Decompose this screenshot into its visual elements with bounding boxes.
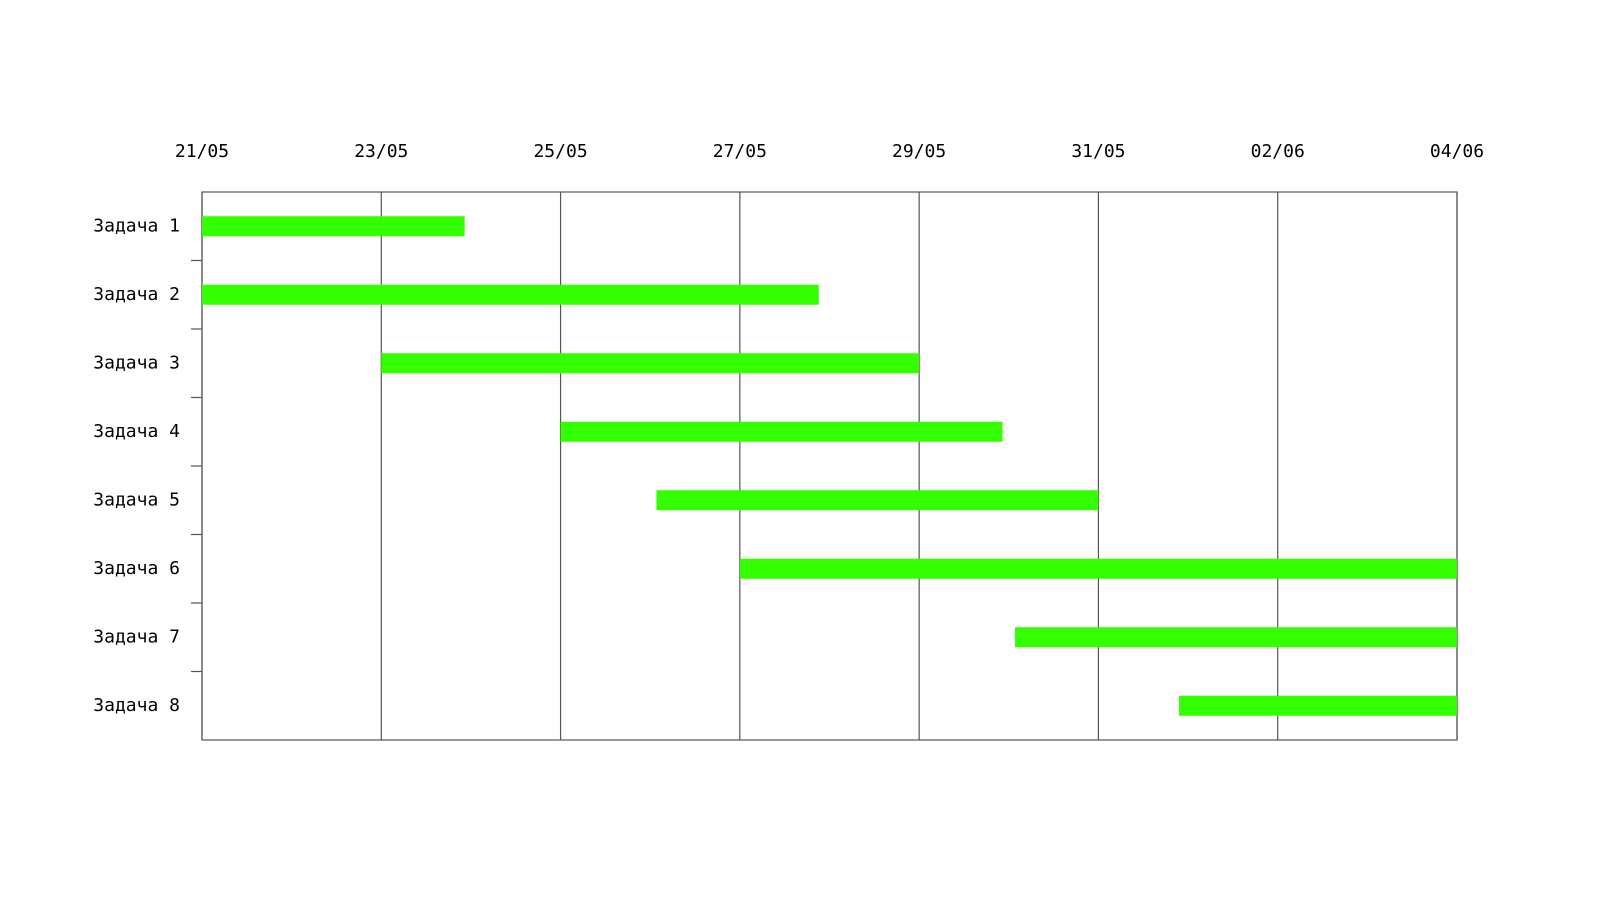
x-tick-label: 29/05 [892,141,946,162]
task-bar [1179,695,1457,716]
x-tick-label: 27/05 [713,141,767,162]
x-tick-label: 25/05 [533,141,587,162]
task-bar [1015,627,1457,648]
x-tick-label: 23/05 [354,141,408,162]
task-bar [656,490,1099,511]
task-bar [560,421,1003,442]
task-bar [381,353,920,374]
y-tick-label: Задача 2 [93,284,180,305]
y-tick-label: Задача 7 [93,626,180,647]
x-tick-label: 04/06 [1430,141,1484,162]
x-tick-label: 31/05 [1071,141,1125,162]
y-tick-label: Задача 4 [93,421,180,442]
x-tick-label: 02/06 [1251,141,1305,162]
y-tick-label: Задача 3 [93,352,180,373]
y-tick-label: Задача 6 [93,558,180,579]
task-bar [202,284,819,305]
y-tick-label: Задача 8 [93,695,180,716]
x-tick-label: 21/05 [175,141,229,162]
y-tick-label: Задача 5 [93,489,180,510]
plot-frame [201,191,1458,741]
task-bar [202,216,465,237]
y-tick-label: Задача 1 [93,215,180,236]
task-bar [739,558,1457,579]
